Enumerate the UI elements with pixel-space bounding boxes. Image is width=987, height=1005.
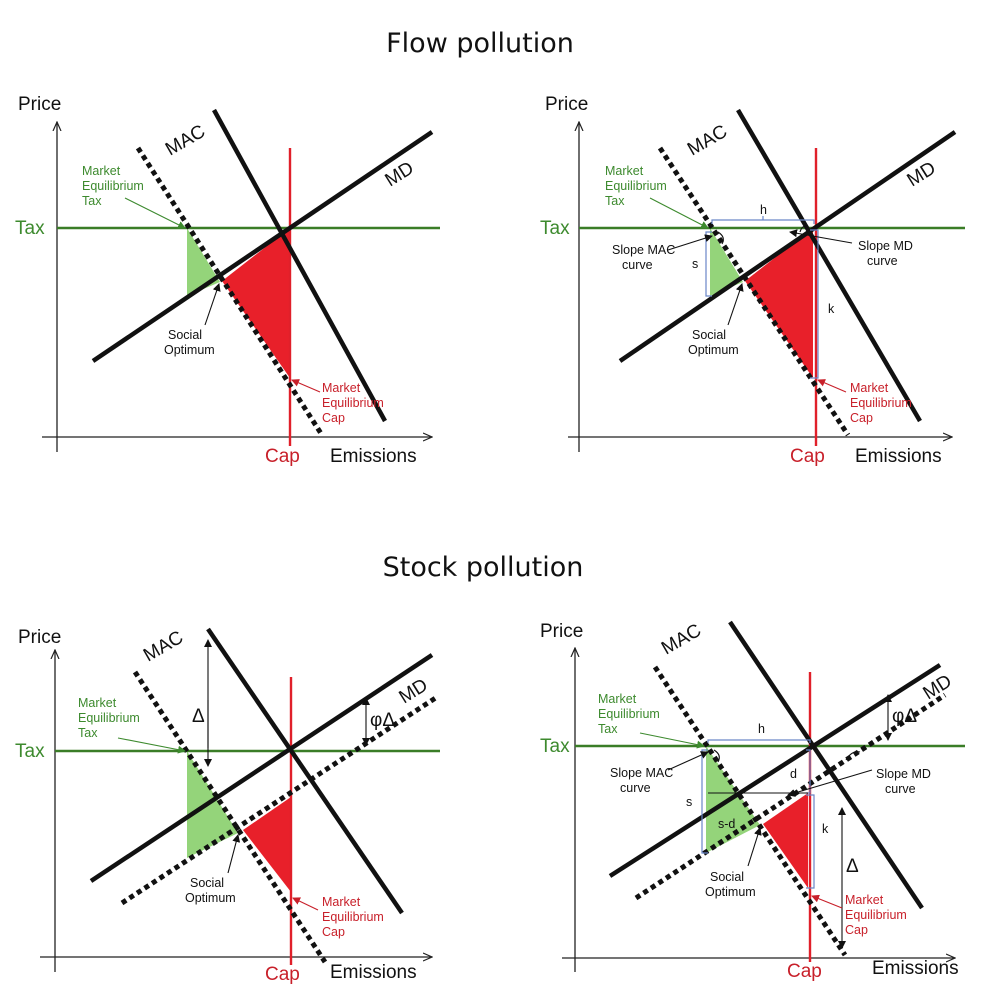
mac-demand-curve xyxy=(736,108,922,423)
market-equilibrium-cap-label: Market Equilibrium Cap xyxy=(322,381,387,425)
market-equilibrium-cap-label: Market Equilibrium Cap xyxy=(845,893,910,937)
mac-label: MAC xyxy=(140,627,187,666)
mac-curve xyxy=(657,146,851,437)
panel-stock-basic: Price Emissions Tax Cap MAC MD Δ φΔ Mark… xyxy=(15,627,440,985)
slope-mac-label: Slope MAC curve xyxy=(612,243,679,272)
slope-mac-arc xyxy=(713,749,720,763)
md-curve xyxy=(89,653,434,883)
k-label: k xyxy=(828,302,835,316)
cap-label: Cap xyxy=(265,446,300,467)
market-equilibrium-tax-label: Market Equilibrium Tax xyxy=(82,164,147,208)
k-bracket xyxy=(810,229,819,379)
market-tax-arrow xyxy=(649,197,709,229)
market-equilibrium-cap-label: Market Equilibrium Cap xyxy=(322,895,387,939)
s-bracket xyxy=(701,749,708,854)
slope-mac-arrow xyxy=(667,751,709,771)
market-equilibrium-tax-label: Market Equilibrium Tax xyxy=(78,696,143,740)
red-deadweight-area xyxy=(222,228,290,378)
emissions-label: Emissions xyxy=(330,446,417,467)
title-stock-pollution: Stock pollution xyxy=(383,552,584,583)
cap-label: Cap xyxy=(790,446,825,467)
market-equilibrium-cap-label: Market Equilibrium Cap xyxy=(850,381,915,425)
emissions-label: Emissions xyxy=(872,958,959,979)
emissions-label: Emissions xyxy=(855,446,942,467)
market-cap-arrow xyxy=(292,897,319,911)
slope-md-arrow xyxy=(789,229,853,244)
phi-delta-label: φΔ xyxy=(370,710,395,731)
s-bracket xyxy=(705,231,712,297)
red-deadweight-area xyxy=(243,797,291,892)
market-tax-arrow xyxy=(117,737,186,754)
market-tax-arrow xyxy=(639,732,705,749)
tax-label: Tax xyxy=(15,218,45,239)
cap-label: Cap xyxy=(787,961,822,982)
green-deadweight-area xyxy=(710,228,743,296)
mac-demand-curve xyxy=(206,627,404,915)
market-cap-arrow xyxy=(291,379,321,393)
social-optimum-label: Social Optimum xyxy=(185,876,236,905)
market-tax-arrow xyxy=(124,197,186,229)
k-label: k xyxy=(822,822,829,836)
social-optimum-arrow xyxy=(727,283,744,326)
md-curve xyxy=(91,130,434,363)
slope-mac-arc xyxy=(717,231,724,245)
social-optimum-label: Social Optimum xyxy=(688,328,739,357)
h-bracket xyxy=(711,219,815,224)
market-equilibrium-tax-label: Market Equilibrium Tax xyxy=(605,164,670,208)
panel-stock-detailed: Price Emissions Tax Cap MAC MD h s d k s… xyxy=(540,620,965,982)
price-label: Price xyxy=(540,621,583,642)
price-label: Price xyxy=(18,627,61,648)
s-label: s xyxy=(692,257,698,271)
green-deadweight-area xyxy=(187,751,238,858)
s-label: s xyxy=(686,795,692,809)
slope-md-arc xyxy=(845,751,861,761)
d-label: d xyxy=(790,767,797,781)
social-optimum-arrow xyxy=(747,827,762,867)
market-equilibrium-tax-label: Market Equilibrium Tax xyxy=(598,692,663,736)
delta-label: Δ xyxy=(192,706,205,727)
price-label: Price xyxy=(545,94,588,115)
social-optimum-arrow xyxy=(227,834,241,874)
slope-mac-label: Slope MAC curve xyxy=(610,766,677,795)
slope-md-label: Slope MD curve xyxy=(876,767,934,796)
tax-label: Tax xyxy=(540,736,570,757)
mac-label: MAC xyxy=(684,121,731,160)
social-optimum-arrow xyxy=(204,283,221,326)
tax-label: Tax xyxy=(15,741,45,762)
s-minus-d-label: s-d xyxy=(718,817,735,831)
h-label: h xyxy=(760,203,767,217)
slope-md-arrow xyxy=(787,769,873,797)
social-optimum-label: Social Optimum xyxy=(164,328,215,357)
slope-md-label: Slope MD curve xyxy=(858,239,916,268)
slope-md-arc xyxy=(799,225,809,233)
h-label: h xyxy=(758,722,765,736)
md-curve xyxy=(618,130,957,363)
k-bracket xyxy=(806,794,815,889)
slope-mac-arrow xyxy=(667,234,713,251)
panel-flow-basic: Price Emissions Tax Cap MAC MD Market Eq… xyxy=(15,94,440,467)
red-deadweight-area xyxy=(745,228,813,378)
emissions-label: Emissions xyxy=(330,962,417,983)
market-cap-arrow xyxy=(811,894,843,909)
panel-flow-detailed: Price Emissions Tax Cap MAC MD h s k Mar… xyxy=(540,94,965,467)
mac-demand-curve xyxy=(728,620,924,910)
market-cap-arrow xyxy=(817,379,847,393)
d-bracket xyxy=(806,749,811,794)
phi-delta-label: φΔ xyxy=(892,706,917,727)
social-optimum-label: Social Optimum xyxy=(705,870,756,899)
h-bracket xyxy=(707,739,811,743)
mac-curve xyxy=(652,665,848,957)
cap-label: Cap xyxy=(265,964,300,985)
title-flow-pollution: Flow pollution xyxy=(386,28,574,59)
mac-demand-curve xyxy=(212,108,387,423)
mac-curve xyxy=(132,670,328,964)
price-label: Price xyxy=(18,94,61,115)
mac-label: MAC xyxy=(658,620,705,659)
mac-label: MAC xyxy=(162,121,209,160)
delta-label: Δ xyxy=(846,856,859,877)
tax-label: Tax xyxy=(540,218,570,239)
red-deadweight-area xyxy=(763,793,808,888)
mac-curve xyxy=(135,146,325,437)
